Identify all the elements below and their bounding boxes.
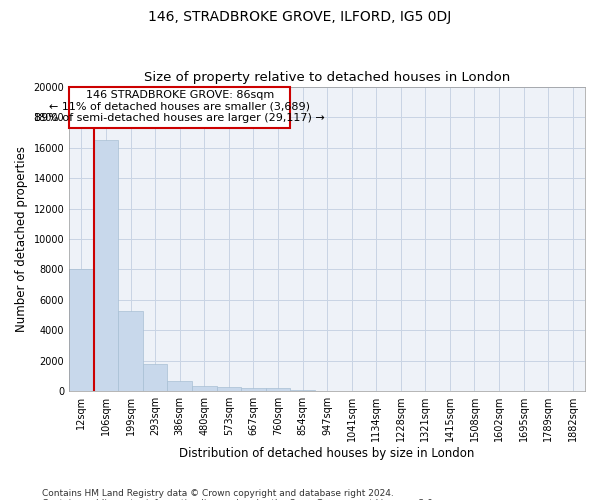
Bar (241, 388, 266, 391)
Bar (94, 140, 118, 391)
Y-axis label: Number of detached properties: Number of detached properties (15, 146, 28, 332)
Bar (266, 388, 290, 391)
X-axis label: Distribution of detached houses by size in London: Distribution of detached houses by size … (179, 447, 475, 460)
Text: ← 11% of detached houses are smaller (3,689): ← 11% of detached houses are smaller (3,… (49, 101, 310, 111)
Bar (118, 312, 143, 391)
Bar (290, 390, 315, 391)
Text: 146, STRADBROKE GROVE, ILFORD, IG5 0DJ: 146, STRADBROKE GROVE, ILFORD, IG5 0DJ (148, 10, 452, 24)
Text: Contains HM Land Registry data © Crown copyright and database right 2024.: Contains HM Land Registry data © Crown c… (42, 488, 394, 498)
Title: Size of property relative to detached houses in London: Size of property relative to detached ho… (144, 72, 510, 85)
Bar (143, 364, 167, 391)
Text: Contains public sector information licensed under the Open Government Licence v3: Contains public sector information licen… (42, 498, 436, 500)
Bar (167, 381, 192, 391)
Text: 89% of semi-detached houses are larger (29,117) →: 89% of semi-detached houses are larger (… (34, 113, 325, 123)
Bar (69, 87, 290, 128)
Bar (217, 387, 241, 391)
Bar (69, 270, 94, 391)
Text: 146 STRADBROKE GROVE: 86sqm: 146 STRADBROKE GROVE: 86sqm (86, 90, 274, 101)
Bar (192, 386, 217, 391)
